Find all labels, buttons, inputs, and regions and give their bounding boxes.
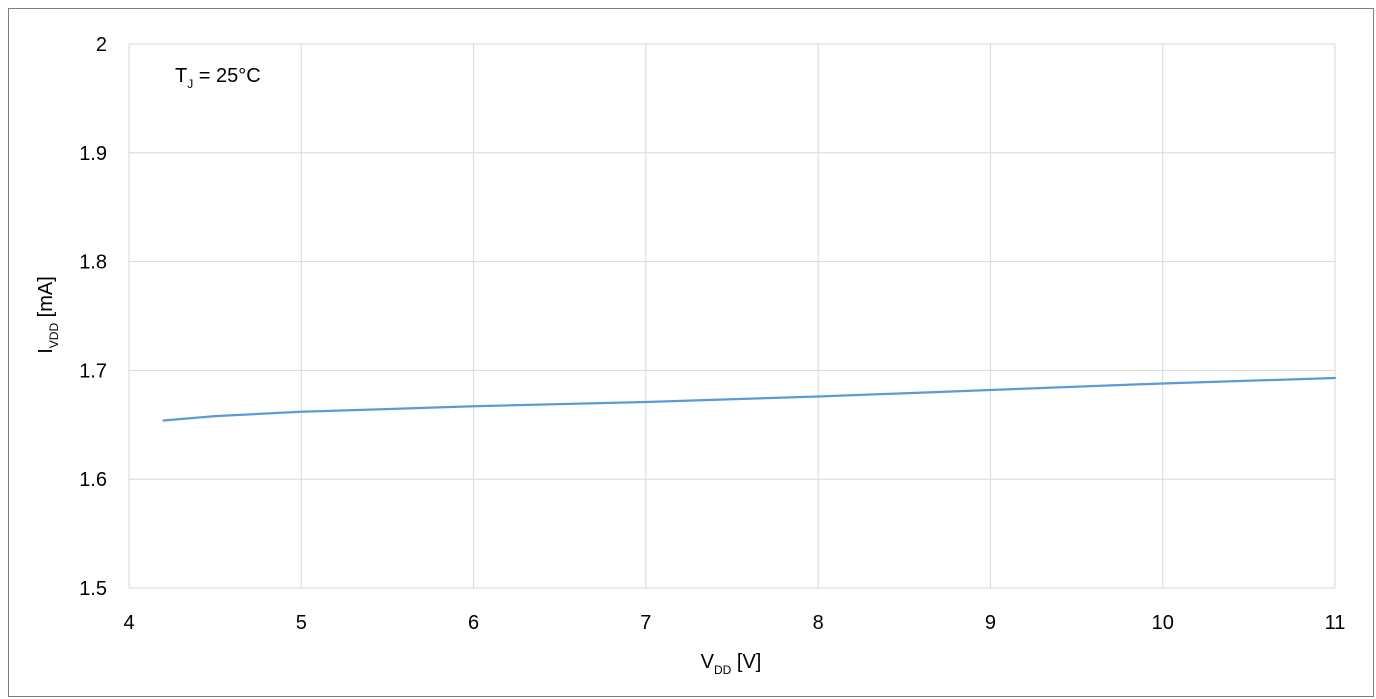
- annotation-main: T: [175, 65, 187, 87]
- x-axis-title-rest: [V]: [731, 651, 761, 673]
- chart-frame: [8, 8, 1374, 697]
- x-tick-label: 7: [640, 612, 651, 634]
- grid-layer: [128, 43, 1336, 589]
- series-line: [162, 376, 1337, 422]
- temperature-annotation: TJ = 25°C: [175, 65, 261, 91]
- x-tick-label: 8: [813, 612, 824, 634]
- y-axis-title-rest: [mA]: [35, 276, 57, 323]
- y-tick-label: 1.6: [79, 469, 107, 491]
- y-tick-label: 1.7: [79, 360, 107, 382]
- y-axis-title-main: I: [35, 348, 57, 354]
- x-tick-label: 11: [1325, 612, 1346, 634]
- y-tick-label: 1.9: [79, 143, 107, 165]
- x-axis-title: VDD [V]: [701, 651, 762, 677]
- y-tick-label: 1.5: [79, 578, 107, 600]
- y-axis-title-sub: VDD: [47, 323, 61, 349]
- y-tick-label: 1.8: [79, 252, 107, 274]
- x-tick-label: 6: [468, 612, 479, 634]
- y-tick-labels: 1.5 1.6 1.7 1.8 1.9 2: [79, 34, 107, 600]
- x-tick-labels: 4 5 6 7 8 9 10 11: [123, 612, 1345, 634]
- series-layer: [162, 376, 1337, 422]
- annotation-sub: J: [187, 77, 193, 91]
- x-axis-title-main: V: [701, 651, 715, 673]
- y-tick-label: 2: [96, 34, 107, 56]
- x-tick-label: 10: [1152, 612, 1174, 634]
- annotation-rest: = 25°C: [193, 65, 260, 87]
- y-axis-title: IVDD [mA]: [35, 276, 61, 354]
- x-axis-title-sub: DD: [714, 663, 732, 677]
- x-tick-label: 4: [123, 612, 134, 634]
- x-tick-label: 9: [985, 612, 996, 634]
- x-tick-label: 5: [296, 612, 307, 634]
